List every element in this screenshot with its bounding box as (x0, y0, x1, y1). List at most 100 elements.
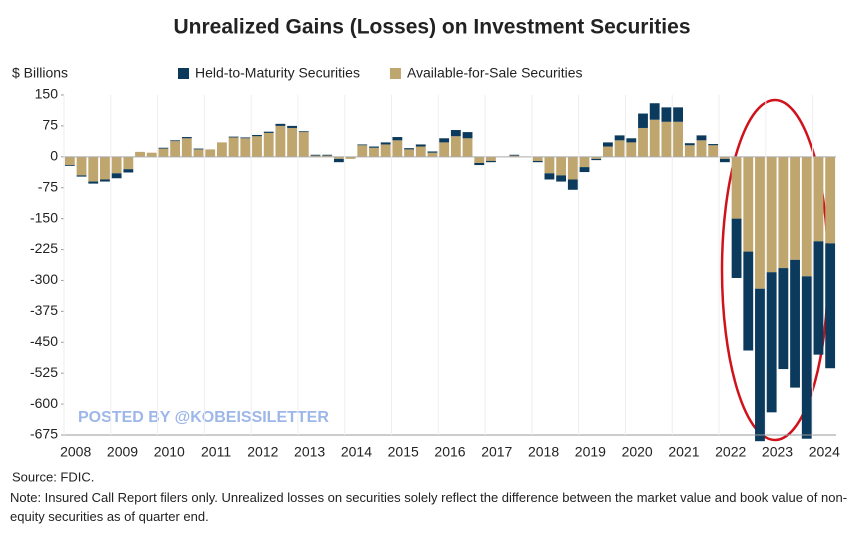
bar-segment (123, 169, 134, 173)
y-tick-label: -75 (38, 178, 58, 194)
bar-segment (486, 156, 496, 161)
bar-segment (661, 107, 672, 122)
x-tick-label: 2017 (481, 444, 512, 460)
bar-segment (193, 149, 204, 157)
x-tick-label: 2020 (622, 444, 653, 460)
bar-segment (100, 179, 110, 182)
y-tick-label: -450 (30, 333, 58, 349)
bar-segment (404, 149, 414, 157)
bar-segment (275, 123, 286, 126)
bar-segment (392, 137, 403, 141)
bar-segment (170, 140, 181, 142)
x-tick-label: 2016 (434, 444, 465, 460)
bar-segment (649, 103, 660, 120)
bar-segment (462, 138, 473, 157)
bar-segment (638, 127, 648, 157)
bar-segment (333, 158, 344, 163)
bar-segment (801, 156, 812, 277)
bar-segment (158, 148, 169, 157)
y-tick-label: 150 (35, 86, 59, 102)
bar-segment (310, 154, 321, 156)
legend-swatch (178, 68, 189, 79)
bar-segment (696, 135, 707, 141)
bar-segment (298, 131, 309, 133)
bar-segment (509, 155, 520, 157)
bar-segment (673, 121, 684, 157)
bar-segment (345, 156, 356, 159)
x-tick-label: 2024 (809, 444, 840, 460)
bar-segment (708, 144, 719, 146)
bar-segment (766, 272, 777, 413)
bar-segment (509, 154, 520, 156)
bar-segment (731, 218, 742, 278)
bar-segment (123, 156, 134, 170)
bar-segment (474, 163, 485, 166)
x-tick-label: 2021 (668, 444, 699, 460)
bar-segment (731, 156, 742, 219)
bar-segment (649, 119, 660, 157)
bar-segment (755, 288, 765, 442)
bar-segment (275, 125, 286, 157)
bar-segment (743, 156, 754, 252)
x-tick-label: 2011 (201, 444, 231, 460)
bar-segment (427, 151, 438, 153)
bar-segment (193, 148, 204, 150)
bar-segment (743, 251, 754, 351)
y-tick-label: -675 (30, 426, 58, 442)
bar-segment (708, 145, 719, 157)
bar-segment (684, 143, 695, 146)
legend-swatch (389, 68, 401, 79)
bar-segment (369, 147, 379, 157)
bar-segment (813, 241, 824, 355)
bar-segment (263, 132, 274, 157)
y-tick-label: 75 (42, 117, 58, 133)
y-tick-label: -225 (30, 240, 58, 256)
bar-segment (544, 173, 555, 180)
bar-segment (673, 107, 684, 122)
y-tick-label: -300 (30, 271, 58, 287)
bar-segment (825, 156, 836, 244)
bar-segment (404, 148, 414, 150)
bar-segment (450, 130, 461, 137)
bar-segment (532, 156, 543, 161)
bar-segment (614, 140, 625, 157)
bar-segment (100, 156, 110, 180)
bar-segment (357, 145, 368, 157)
bar-segment (638, 113, 648, 128)
bar-segment (439, 142, 450, 157)
bar-segment (252, 134, 262, 137)
x-tick-label: 2023 (762, 444, 793, 460)
bar-segment (322, 155, 333, 157)
bar-segment (439, 138, 450, 143)
x-tick-label: 2014 (341, 444, 372, 460)
bar-segment (369, 146, 379, 148)
bar-segment (556, 175, 567, 182)
bar-segment (287, 127, 298, 157)
bar-segment (825, 243, 836, 369)
bar-segment (111, 156, 122, 174)
bar-segment (333, 156, 344, 159)
bar-segment (252, 136, 262, 157)
legend-label: Available-for-Sale Securities (407, 65, 583, 81)
bar-segment (240, 137, 251, 139)
y-tick-label: -525 (30, 364, 58, 380)
bar-segment (567, 179, 578, 190)
watermark: POSTED BY @KOBEISSILETTER (78, 409, 329, 426)
bar-segment (181, 138, 192, 157)
bar-segment (76, 175, 87, 177)
bar-segment (427, 152, 438, 157)
bar-segment (766, 156, 777, 273)
x-tick-label: 2022 (715, 444, 746, 460)
bar-segment (415, 146, 426, 157)
bar-segment (790, 259, 800, 388)
bar-segment (146, 152, 157, 157)
bar-segment (240, 138, 251, 157)
bar-segment (661, 121, 672, 157)
bar-segment (205, 149, 216, 157)
x-tick-label: 2012 (247, 444, 278, 460)
x-tick-label: 2013 (294, 444, 325, 460)
bar-segment (567, 156, 578, 180)
bar-segment (158, 147, 169, 149)
bar-segment (755, 156, 765, 289)
